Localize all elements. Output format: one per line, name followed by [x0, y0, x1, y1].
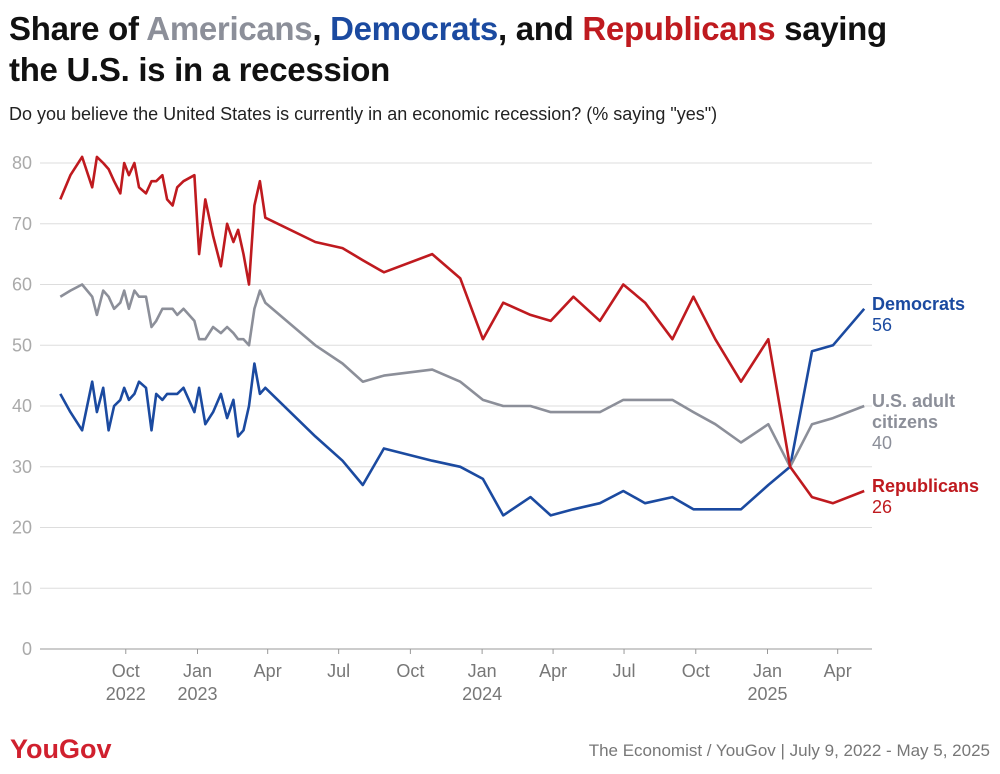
series-end-value: 56 [872, 315, 892, 335]
title-part: Democrats [330, 10, 498, 47]
x-tick-label-line: 2024 [462, 684, 502, 704]
x-tick-label-line: Oct [682, 661, 710, 681]
x-tick-label-line: Apr [824, 661, 852, 681]
x-tick-label-line: Apr [254, 661, 282, 681]
x-tick-label-line: Oct [396, 661, 424, 681]
y-tick-label: 50 [12, 335, 32, 355]
series-end-value: 40 [872, 433, 892, 453]
title-part: Republicans [582, 10, 776, 47]
y-tick-label: 0 [22, 639, 32, 659]
logo: YouGov [10, 734, 112, 764]
y-tick-label: 40 [12, 396, 32, 416]
chart-subtitle: Do you believe the United States is curr… [9, 104, 718, 124]
x-tick-label: Apr [824, 661, 852, 681]
y-tick-label: 30 [12, 457, 32, 477]
x-tick-label-line: Jan [183, 661, 212, 681]
series-label-line: Democrats [872, 294, 965, 314]
source-note: The Economist / YouGov | July 9, 2022 - … [589, 741, 990, 760]
x-tick-label-line: Jul [613, 661, 636, 681]
chart-title: Share of Americans, Democrats, and Repub… [9, 8, 909, 90]
series-label: Democrats [872, 294, 965, 314]
series-line [59, 283, 865, 469]
x-tick-label-line: Jan [468, 661, 497, 681]
series-label: U.S. adult citizens [872, 391, 955, 432]
series-label: Republicans [872, 476, 979, 496]
x-tick-label: Jul [327, 661, 350, 681]
x-tick-label: Jan 2024 [462, 661, 502, 704]
x-tick-label: Apr [539, 661, 567, 681]
x-tick-label: Jul [613, 661, 636, 681]
series-label-line: U.S. adult [872, 391, 955, 411]
title-part: , and [497, 10, 583, 47]
title-part: , [312, 10, 331, 47]
x-tick-label-line: Jul [327, 661, 350, 681]
title-part: Americans [146, 10, 313, 47]
x-tick-label-line: 2023 [177, 684, 217, 704]
y-tick-label: 60 [12, 275, 32, 295]
x-tick-label: Jan 2023 [177, 661, 217, 704]
series-label-line: citizens [872, 412, 938, 432]
y-tick-label: 10 [12, 578, 32, 598]
series-end-value: 26 [872, 497, 892, 517]
title-part: saying the U.S. is in a recession [9, 10, 887, 88]
x-tick-label-line: Oct [112, 661, 140, 681]
x-tick-label: Oct [682, 661, 710, 681]
y-tick-label: 70 [12, 214, 32, 234]
x-tick-label-line: Apr [539, 661, 567, 681]
x-tick-label: Jan 2025 [747, 661, 787, 704]
series-line [59, 155, 865, 505]
x-tick-label: Apr [254, 661, 282, 681]
x-tick-label: Oct [396, 661, 424, 681]
x-tick-label-line: 2025 [747, 684, 787, 704]
x-tick-label-line: Jan [753, 661, 782, 681]
y-tick-label: 20 [12, 518, 32, 538]
series-line [59, 307, 866, 517]
title-part: Share of [9, 10, 147, 47]
series-label-line: Republicans [872, 476, 979, 496]
x-tick-label: Oct 2022 [106, 661, 146, 704]
x-tick-label-line: 2022 [106, 684, 146, 704]
y-tick-label: 80 [12, 153, 32, 173]
